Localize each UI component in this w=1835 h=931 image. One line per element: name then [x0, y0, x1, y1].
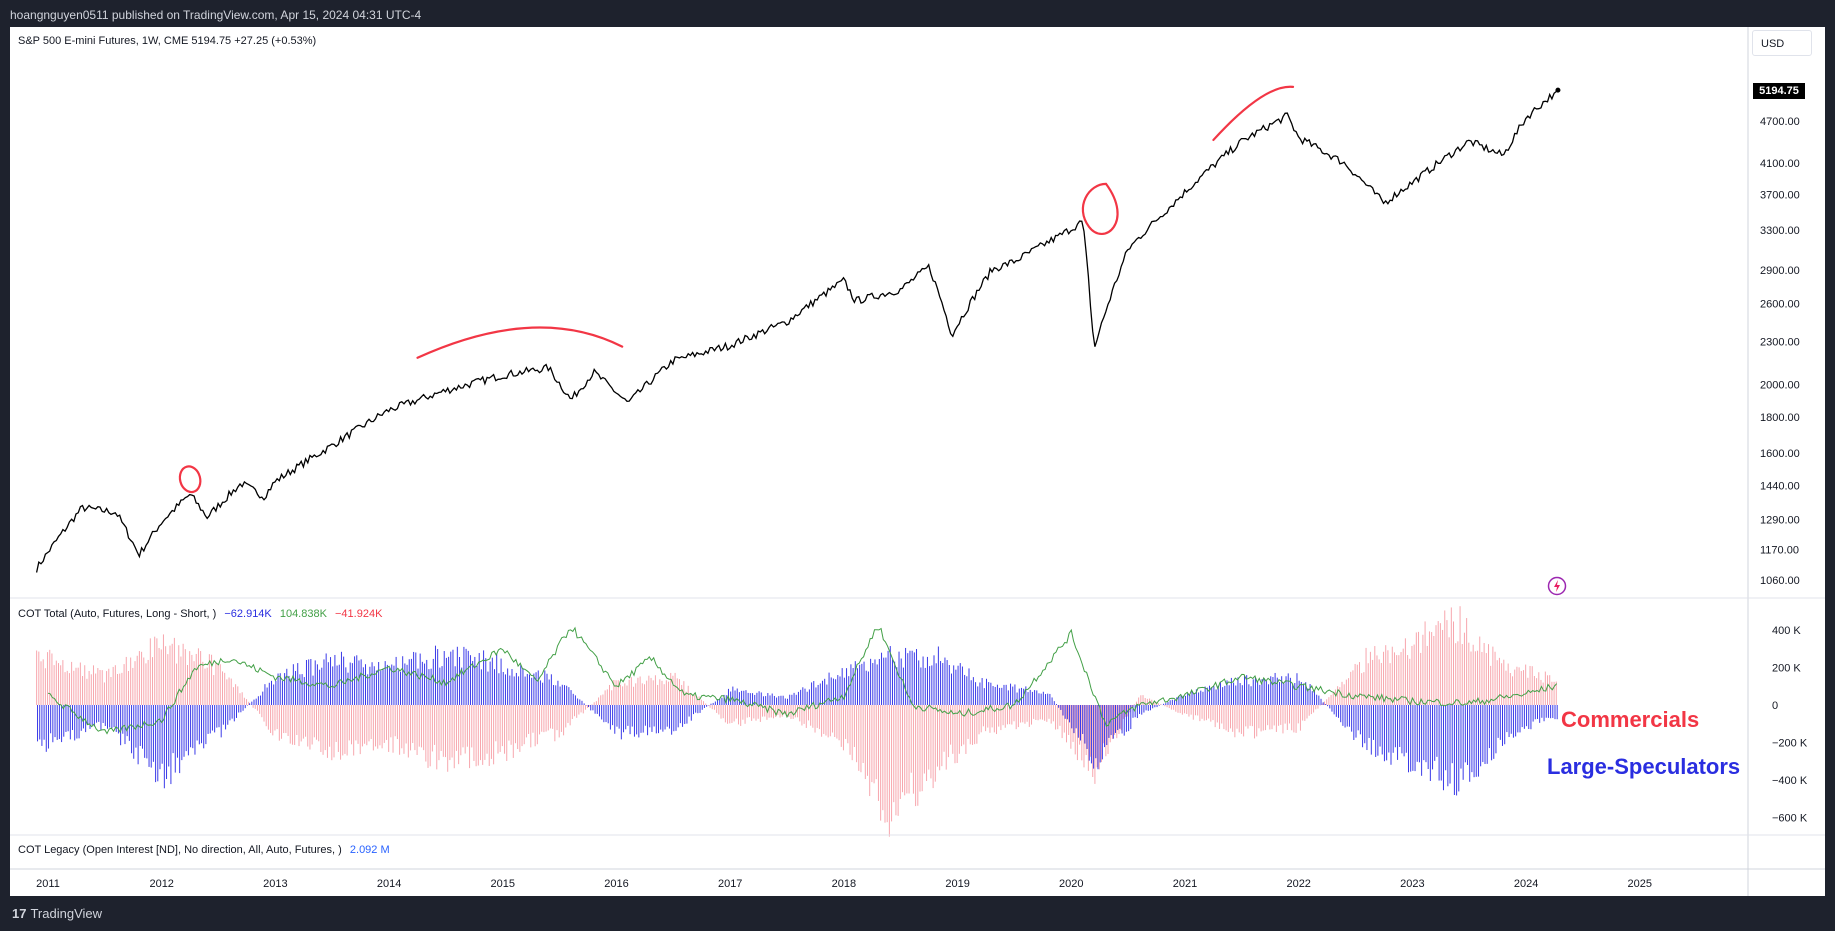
- large-speculators-label: Large-Speculators: [1547, 754, 1741, 779]
- currency-button[interactable]: USD: [1752, 30, 1812, 56]
- x-axis-tick: 2024: [1514, 878, 1538, 890]
- cot-value-speculators: −62.914K: [224, 608, 272, 620]
- cot-y-tick: 400 K: [1772, 625, 1801, 637]
- x-axis-tick: 2017: [718, 878, 742, 890]
- cot-y-tick: −400 K: [1772, 775, 1808, 787]
- price-y-tick: 2900.00: [1760, 265, 1800, 277]
- price-legend: S&P 500 E-mini Futures, 1W, CME 5194.75 …: [18, 35, 317, 47]
- publish-header: hoangnguyen0511 published on TradingView…: [0, 0, 1835, 27]
- price-y-tick: 3700.00: [1760, 190, 1800, 202]
- footer-bar: 17 TradingView: [0, 896, 1835, 931]
- oi-legend-title: COT Legacy (Open Interest [ND], No direc…: [18, 844, 342, 856]
- price-y-tick: 1600.00: [1760, 448, 1800, 460]
- x-axis-tick: 2023: [1400, 878, 1424, 890]
- price-y-tick: 2300.00: [1760, 336, 1800, 348]
- x-axis-tick: 2018: [832, 878, 856, 890]
- price-y-tick: 4700.00: [1760, 116, 1800, 128]
- x-axis-tick: 2013: [263, 878, 287, 890]
- price-y-tick: 1060.00: [1760, 575, 1800, 587]
- price-y-tick: 4100.00: [1760, 158, 1800, 170]
- x-axis-tick: 2015: [491, 878, 515, 890]
- x-axis-tick: 2025: [1628, 878, 1652, 890]
- annotation-arc: [1212, 85, 1295, 142]
- annotation-arc: [416, 326, 624, 359]
- cot-legend: COT Total (Auto, Futures, Long - Short, …: [18, 608, 382, 620]
- cot-value-small: 104.838K: [279, 608, 327, 620]
- x-axis-tick: 2019: [945, 878, 969, 890]
- cot-y-tick: −200 K: [1772, 738, 1808, 750]
- annotation-circle: [1081, 182, 1119, 235]
- cot-small-traders-line: [47, 626, 1558, 735]
- price-line: [35, 90, 1557, 573]
- x-axis-tick: 2016: [604, 878, 628, 890]
- price-y-tick: 1170.00: [1760, 545, 1799, 557]
- price-y-tick: 1800.00: [1760, 412, 1800, 424]
- commercials-label: Commercials: [1561, 707, 1700, 732]
- x-axis-tick: 2014: [377, 878, 401, 890]
- cot-value-commercials: −41.924K: [335, 608, 383, 620]
- x-axis-tick: 2020: [1059, 878, 1083, 890]
- annotation-circle: [178, 465, 202, 494]
- price-y-tick: 2000.00: [1760, 379, 1800, 391]
- oi-legend: COT Legacy (Open Interest [ND], No direc…: [18, 844, 390, 856]
- cot-legend-title: COT Total (Auto, Futures, Long - Short, …: [18, 608, 217, 620]
- x-axis-tick: 2012: [149, 878, 173, 890]
- cot-y-tick: 200 K: [1772, 663, 1801, 675]
- cot-y-tick: −600 K: [1772, 813, 1808, 825]
- publish-info: hoangnguyen0511 published on TradingView…: [10, 8, 422, 22]
- oi-value: 2.092 M: [349, 844, 390, 856]
- price-y-tick: 2600.00: [1760, 298, 1800, 310]
- lightning-icon[interactable]: [1547, 576, 1567, 596]
- price-y-tick: 1440.00: [1760, 481, 1800, 493]
- last-price-dot: [1555, 87, 1561, 93]
- last-price-tag: 5194.75: [1753, 83, 1805, 99]
- x-axis-tick: 2021: [1173, 878, 1197, 890]
- x-axis-tick: 2011: [36, 878, 60, 890]
- x-axis-tick: 2022: [1286, 878, 1310, 890]
- price-y-tick: 1290.00: [1760, 514, 1800, 526]
- price-y-tick: 3300.00: [1760, 225, 1800, 237]
- tradingview-logo[interactable]: 17 TradingView: [12, 906, 103, 921]
- tradingview-brand: TradingView: [30, 906, 103, 921]
- cot-y-tick: 0: [1772, 700, 1778, 712]
